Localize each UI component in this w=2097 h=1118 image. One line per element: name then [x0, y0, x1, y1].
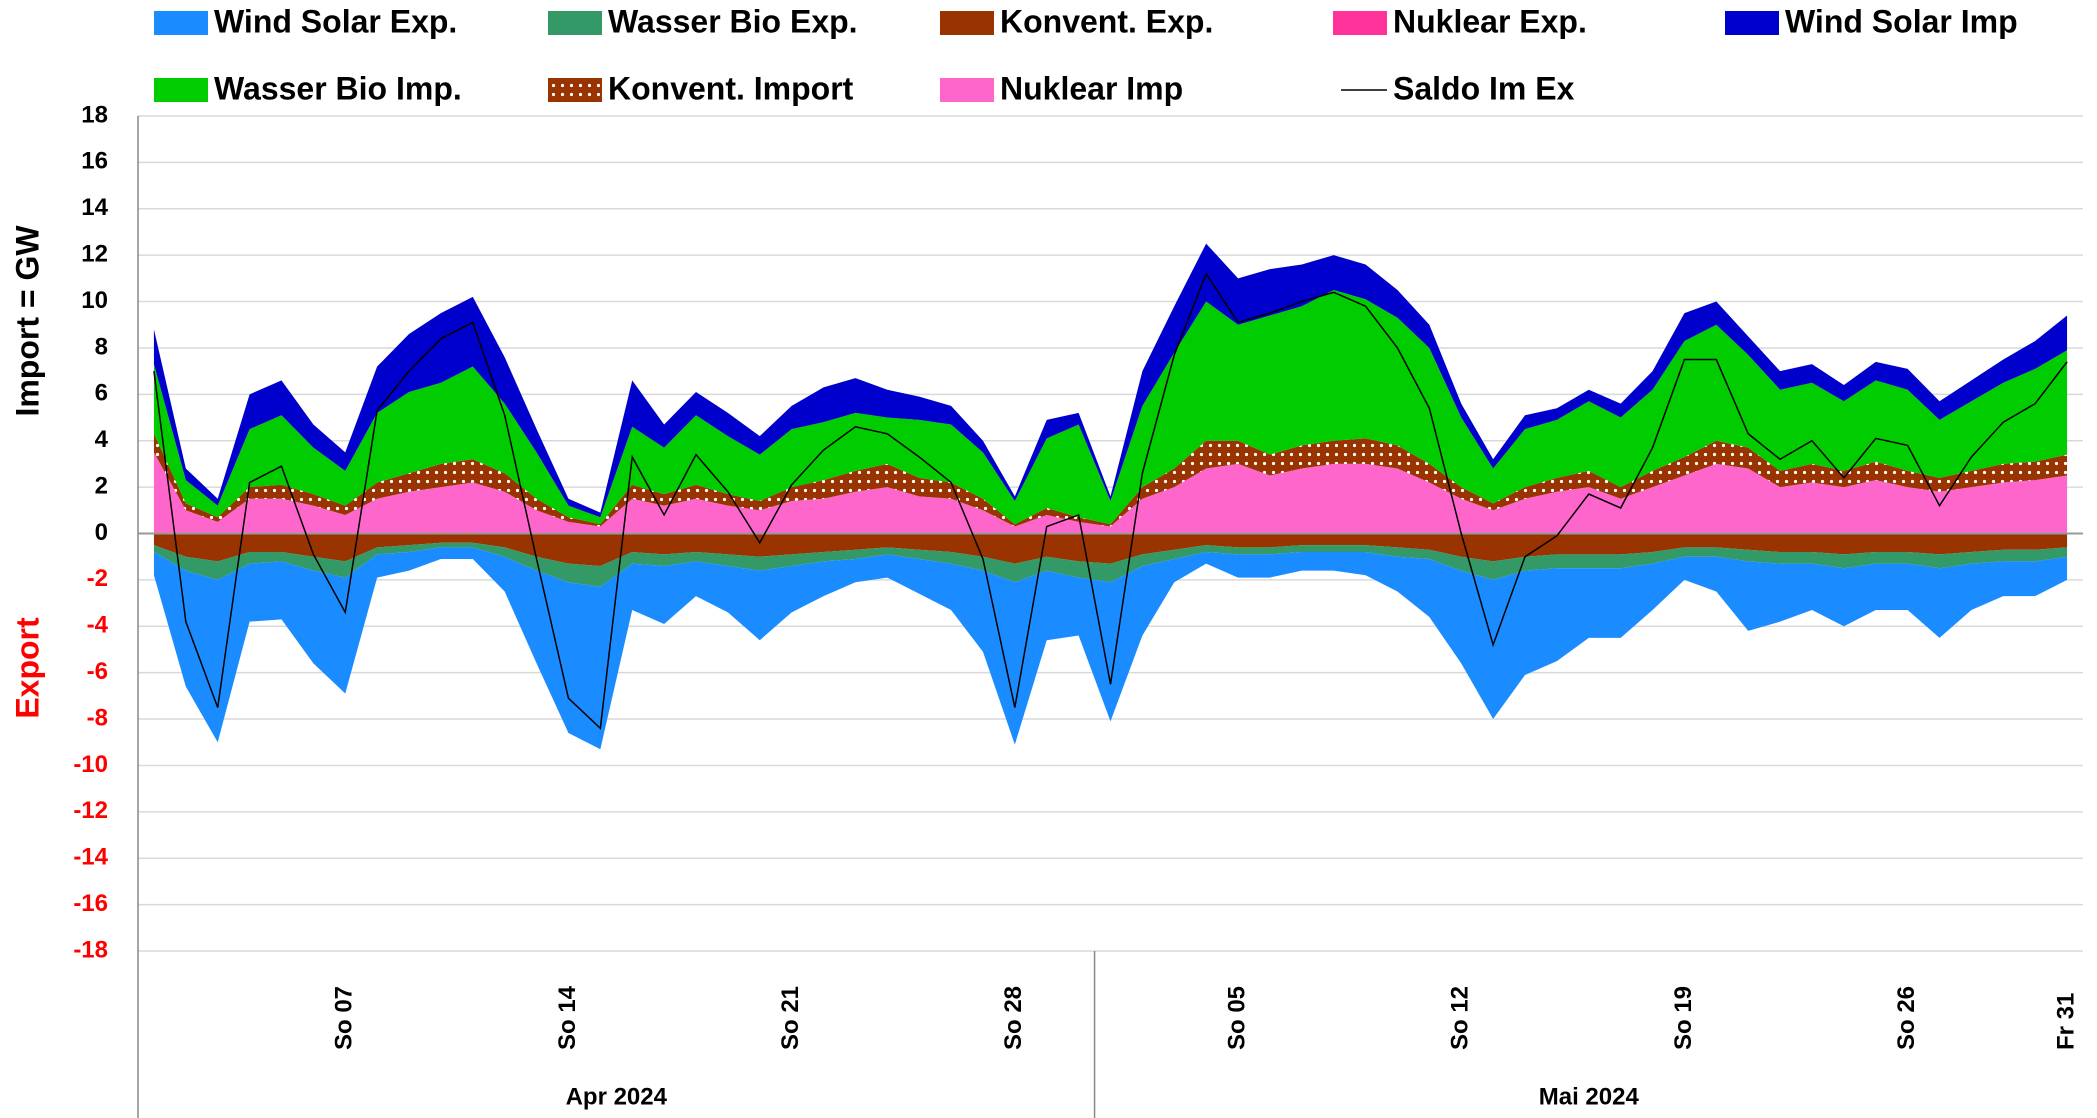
x-tick-label: So 14: [554, 985, 581, 1050]
x-tick-label: Fr 31: [2052, 993, 2079, 1050]
y-tick-label: -6: [87, 658, 108, 685]
y-axis-label: Export: [9, 617, 45, 719]
legend-label: Konvent. Exp.: [1000, 3, 1213, 39]
area: [153, 542, 2068, 587]
legend-label: Wind Solar Exp.: [214, 3, 457, 39]
group-label: Apr 2024: [566, 1083, 668, 1110]
legend-swatch: [940, 78, 994, 102]
y-tick-label: 6: [95, 380, 108, 407]
y-tick-label: 8: [95, 333, 108, 360]
area: [153, 547, 2068, 750]
legend-label: Saldo Im Ex: [1393, 70, 1575, 106]
x-tick-label: So 07: [331, 986, 358, 1050]
y-tick-label: -8: [87, 704, 108, 731]
legend-swatch: [548, 78, 602, 102]
legend-swatch: [154, 78, 208, 102]
x-tick-label: So 05: [1223, 986, 1250, 1050]
legend-label: Konvent. Import: [608, 70, 854, 106]
y-tick-label: -12: [73, 797, 108, 824]
x-tick-label: So 12: [1447, 986, 1474, 1050]
area: [153, 452, 2068, 534]
y-tick-label: -18: [73, 936, 108, 963]
legend-swatch: [1725, 11, 1779, 35]
y-tick-label: -14: [73, 844, 108, 871]
legend-label: Wasser Bio Exp.: [608, 3, 858, 39]
legend-label: Wind Solar Imp: [1785, 3, 2018, 39]
legend-swatch: [940, 11, 994, 35]
y-tick-label: 0: [95, 519, 108, 546]
y-tick-label: 2: [95, 472, 108, 499]
y-tick-label: 10: [81, 287, 108, 314]
y-tick-label: 12: [81, 241, 108, 268]
line: [153, 272, 2068, 730]
y-tick-label: -2: [87, 565, 108, 592]
y-tick-label: -10: [73, 751, 108, 778]
area: [153, 289, 2068, 525]
area: [153, 533, 2068, 566]
areas: [153, 243, 2068, 750]
y-tick-label: -16: [73, 890, 108, 917]
legend-label: Nuklear Imp: [1000, 70, 1183, 106]
y-tick-label: -4: [87, 612, 109, 639]
y-tick-label: 18: [81, 101, 108, 128]
group-label: Mai 2024: [1539, 1083, 1640, 1110]
x-tick-label: So 21: [777, 986, 804, 1050]
legend-label: Nuklear Exp.: [1393, 3, 1587, 39]
x-tick-label: So 26: [1893, 986, 1920, 1050]
x-tick-label: So 28: [1000, 986, 1027, 1050]
legend-swatch: [154, 11, 208, 35]
legend-swatch: [1333, 11, 1387, 35]
y-tick-label: 14: [81, 194, 108, 221]
legend-label: Wasser Bio Imp.: [214, 70, 462, 106]
x-tick-label: So 19: [1670, 986, 1697, 1050]
legend-swatch: [548, 11, 602, 35]
y-tick-label: 16: [81, 148, 108, 175]
y-axis-label: Import = GW: [9, 225, 45, 417]
y-tick-label: 4: [95, 426, 109, 453]
